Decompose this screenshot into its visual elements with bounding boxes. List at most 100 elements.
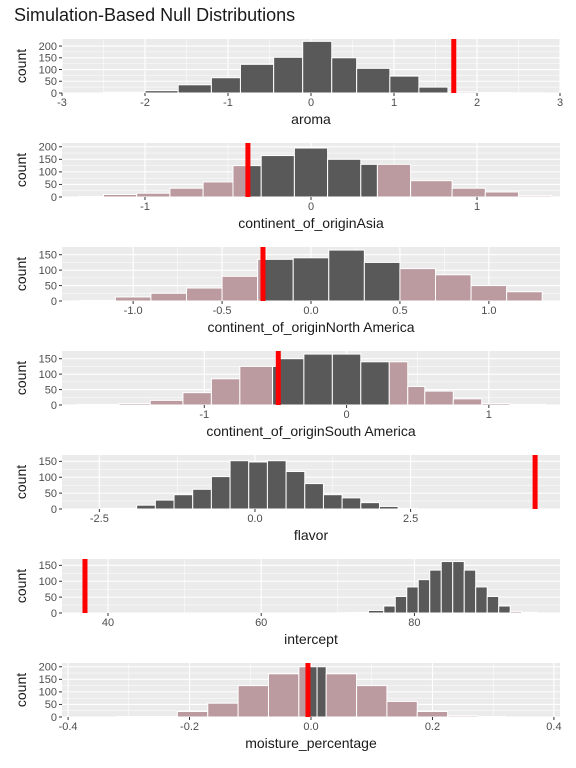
observed-statistic-line bbox=[245, 143, 251, 197]
x-tick-label: 0.0 bbox=[247, 513, 262, 525]
y-tick-label: 50 bbox=[45, 384, 57, 396]
x-tick-label: 0 bbox=[344, 409, 350, 421]
x-tick-label: 0.0 bbox=[303, 305, 318, 317]
histogram-bar bbox=[192, 488, 212, 510]
histogram-bar bbox=[417, 579, 431, 614]
histogram-bar bbox=[451, 187, 486, 198]
histogram-bar bbox=[260, 155, 295, 198]
y-tick-label: 50 bbox=[45, 592, 57, 604]
observed-statistic-line bbox=[451, 39, 457, 93]
y-tick-label: 100 bbox=[39, 167, 57, 179]
observed-statistic-line bbox=[82, 559, 88, 613]
histogram-bar bbox=[386, 700, 418, 718]
facet-panel-5: 40 60 80 0 50 100 150 intercept count bbox=[13, 559, 560, 647]
y-tick-label: 150 bbox=[39, 456, 57, 468]
histogram-bar bbox=[378, 505, 399, 510]
histogram-bar bbox=[452, 398, 483, 406]
histogram-bar bbox=[440, 561, 454, 614]
x-tick-label: 80 bbox=[408, 617, 420, 629]
histogram-bar bbox=[118, 402, 151, 406]
y-tick-label: 50 bbox=[45, 179, 57, 191]
histogram-bar bbox=[424, 390, 454, 406]
histogram-bar bbox=[360, 361, 390, 406]
histogram-bar bbox=[103, 91, 146, 94]
facet-panel-4: -2.5 0.0 2.5 0 50 100 150 flavor count bbox=[13, 455, 560, 543]
y-tick-label: 150 bbox=[39, 53, 57, 65]
y-tick-label: 150 bbox=[39, 560, 57, 572]
facet-panel-3: -1 0 1 0 50 100 150 continent_of_originSouth Am… bbox=[13, 351, 560, 439]
histogram-bar bbox=[463, 569, 477, 614]
histogram-bar bbox=[506, 291, 543, 302]
histogram-bar bbox=[177, 84, 212, 94]
histogram-bar bbox=[407, 385, 426, 406]
x-axis-label: aroma bbox=[291, 111, 331, 127]
histogram-bar bbox=[173, 494, 194, 510]
x-tick-label: 0 bbox=[308, 201, 314, 213]
y-tick-label: 200 bbox=[39, 142, 57, 154]
histogram-bar bbox=[149, 399, 184, 406]
x-tick-label: 1 bbox=[474, 201, 480, 213]
y-tick-label: 0 bbox=[51, 192, 57, 204]
histogram-bar bbox=[327, 158, 362, 198]
histogram-bar bbox=[394, 595, 408, 614]
y-tick-label: 100 bbox=[39, 687, 57, 699]
x-axis-label: continent_of_originNorth America bbox=[207, 319, 414, 335]
histogram-bar bbox=[360, 163, 378, 198]
histogram-bar bbox=[144, 90, 179, 94]
histogram-bar bbox=[418, 86, 449, 94]
histogram-bar bbox=[389, 75, 420, 94]
y-axis-label: count bbox=[13, 465, 29, 499]
histogram-bar bbox=[267, 673, 300, 718]
y-tick-label: 200 bbox=[39, 41, 57, 53]
histogram-bar bbox=[210, 77, 241, 94]
histogram-bar bbox=[176, 710, 209, 718]
histogram-bar bbox=[356, 685, 388, 718]
x-tick-label: -1 bbox=[199, 409, 209, 421]
histogram-bar bbox=[210, 476, 231, 510]
y-tick-label: 0 bbox=[51, 504, 57, 516]
histogram-bar bbox=[331, 57, 358, 94]
histogram-bar bbox=[182, 392, 212, 406]
x-tick-label: 0 bbox=[308, 97, 314, 109]
histogram-bar bbox=[229, 460, 250, 510]
histogram-bar bbox=[399, 268, 436, 302]
histogram-bar bbox=[352, 611, 369, 614]
y-tick-label: 50 bbox=[45, 488, 57, 500]
x-tick-label: 2.5 bbox=[403, 513, 418, 525]
histogram-bar bbox=[207, 702, 239, 718]
histogram-bar bbox=[341, 497, 362, 510]
histogram-bar bbox=[273, 56, 304, 94]
histogram-bar bbox=[397, 507, 418, 510]
histogram-bar bbox=[248, 461, 268, 510]
histogram-bar bbox=[475, 586, 488, 614]
histogram-bar bbox=[388, 361, 409, 406]
x-tick-label: -2 bbox=[140, 97, 150, 109]
y-axis-label: count bbox=[13, 49, 29, 83]
x-tick-label: 0.2 bbox=[425, 721, 440, 733]
histogram-bar bbox=[114, 296, 152, 302]
y-tick-label: 150 bbox=[39, 250, 57, 262]
x-tick-label: 60 bbox=[255, 617, 267, 629]
x-tick-label: 1 bbox=[391, 97, 397, 109]
y-axis-label: count bbox=[13, 569, 29, 603]
histogram-bar bbox=[470, 285, 508, 302]
histogram-bar bbox=[136, 192, 171, 198]
histogram-bar bbox=[266, 460, 287, 510]
facet-panel-2: -1.0 -0.5 0.0 0.5 1.0 0 50 100 150 continent_of_o… bbox=[13, 247, 560, 335]
x-tick-label: 0.5 bbox=[392, 305, 407, 317]
x-tick-label: 1 bbox=[486, 409, 492, 421]
y-tick-label: 0 bbox=[51, 608, 57, 620]
histogram-bar bbox=[136, 504, 156, 510]
y-tick-label: 0 bbox=[51, 712, 57, 724]
x-tick-label: 40 bbox=[102, 617, 114, 629]
histogram-bar bbox=[239, 63, 275, 94]
histogram-bar bbox=[79, 299, 116, 302]
histogram-bar bbox=[484, 191, 519, 198]
x-tick-label: 1.0 bbox=[481, 305, 496, 317]
histogram-bar bbox=[477, 715, 506, 718]
histogram-bar bbox=[509, 610, 523, 614]
histogram-bar bbox=[239, 365, 274, 406]
